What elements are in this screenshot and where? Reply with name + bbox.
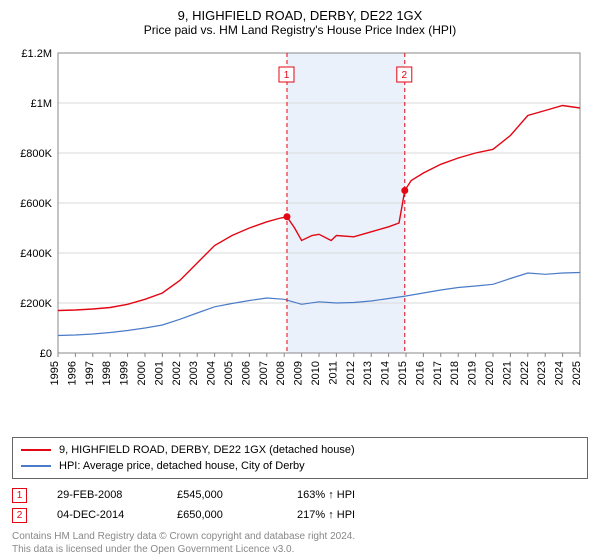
chart-title: 9, HIGHFIELD ROAD, DERBY, DE22 1GX [12,8,588,23]
marker-badge: 1 [12,488,27,503]
svg-text:2014: 2014 [380,361,392,385]
svg-text:1: 1 [284,70,290,81]
footer-attribution: Contains HM Land Registry data © Crown c… [12,531,588,556]
svg-text:£400K: £400K [20,248,52,260]
svg-text:1999: 1999 [119,361,131,385]
svg-text:2002: 2002 [171,361,183,385]
svg-text:1995: 1995 [49,361,61,385]
svg-text:1996: 1996 [66,361,78,385]
marker-row: 1 29-FEB-2008 £545,000 163% ↑ HPI [12,485,588,505]
line-chart: £0 £200K £400K £600K £800K £1M £1.2M 1995 1996 19… [12,43,588,403]
svg-text:2015: 2015 [397,361,409,385]
svg-text:2025: 2025 [571,361,583,385]
svg-text:2013: 2013 [362,361,374,385]
svg-text:2011: 2011 [327,361,339,385]
marker-delta: 163% ↑ HPI [297,489,397,501]
svg-text:2: 2 [402,70,408,81]
svg-text:2018: 2018 [449,361,461,385]
marker-delta: 217% ↑ HPI [297,509,397,521]
footer-line-1: Contains HM Land Registry data © Crown c… [12,531,588,544]
svg-text:2012: 2012 [345,361,357,385]
markers-table: 1 29-FEB-2008 £545,000 163% ↑ HPI 2 04-DEC-20… [12,485,588,525]
marker-price: £650,000 [177,509,267,521]
footer-line-2: This data is licensed under the Open Gov… [12,544,588,557]
svg-text:2009: 2009 [293,361,305,385]
chart-subtitle: Price paid vs. HM Land Registry's House … [12,23,588,37]
svg-text:2004: 2004 [206,361,218,385]
svg-text:2000: 2000 [136,361,148,385]
chart-container: 9, HIGHFIELD ROAD, DERBY, DE22 1GX Price… [0,0,600,560]
chart-area: £0 £200K £400K £600K £800K £1M £1.2M 1995 1996 19… [12,43,588,431]
svg-text:£200K: £200K [20,298,52,310]
legend-swatch [21,449,51,451]
svg-text:2010: 2010 [310,361,322,385]
svg-text:2017: 2017 [432,361,444,385]
marker-row: 2 04-DEC-2014 £650,000 217% ↑ HPI [12,505,588,525]
svg-text:2008: 2008 [275,361,287,385]
svg-text:2007: 2007 [258,361,270,385]
svg-text:£1.2M: £1.2M [21,48,52,60]
legend-label: HPI: Average price, detached house, City… [59,460,305,472]
svg-text:2003: 2003 [188,361,200,385]
legend-item: HPI: Average price, detached house, City… [21,458,579,474]
svg-text:2021: 2021 [501,361,513,385]
svg-text:2022: 2022 [519,361,531,385]
svg-text:£600K: £600K [20,198,52,210]
svg-text:2006: 2006 [240,361,252,385]
title-block: 9, HIGHFIELD ROAD, DERBY, DE22 1GX Price… [12,8,588,37]
svg-text:2001: 2001 [153,361,165,385]
marker-date: 29-FEB-2008 [57,489,147,501]
svg-text:2016: 2016 [414,361,426,385]
svg-text:1998: 1998 [101,361,113,385]
svg-text:1997: 1997 [84,361,96,385]
marker-date: 04-DEC-2014 [57,509,147,521]
svg-text:2023: 2023 [536,361,548,385]
svg-text:£800K: £800K [20,148,52,160]
svg-text:2024: 2024 [554,361,566,385]
legend-label: 9, HIGHFIELD ROAD, DERBY, DE22 1GX (deta… [59,444,355,456]
svg-text:£0: £0 [40,348,52,360]
svg-text:2005: 2005 [223,361,235,385]
legend: 9, HIGHFIELD ROAD, DERBY, DE22 1GX (deta… [12,437,588,479]
svg-text:£1M: £1M [31,98,52,110]
svg-text:2019: 2019 [467,361,479,385]
legend-swatch [21,465,51,467]
svg-text:2020: 2020 [484,361,496,385]
marker-price: £545,000 [177,489,267,501]
marker-badge: 2 [12,508,27,523]
legend-item: 9, HIGHFIELD ROAD, DERBY, DE22 1GX (deta… [21,442,579,458]
